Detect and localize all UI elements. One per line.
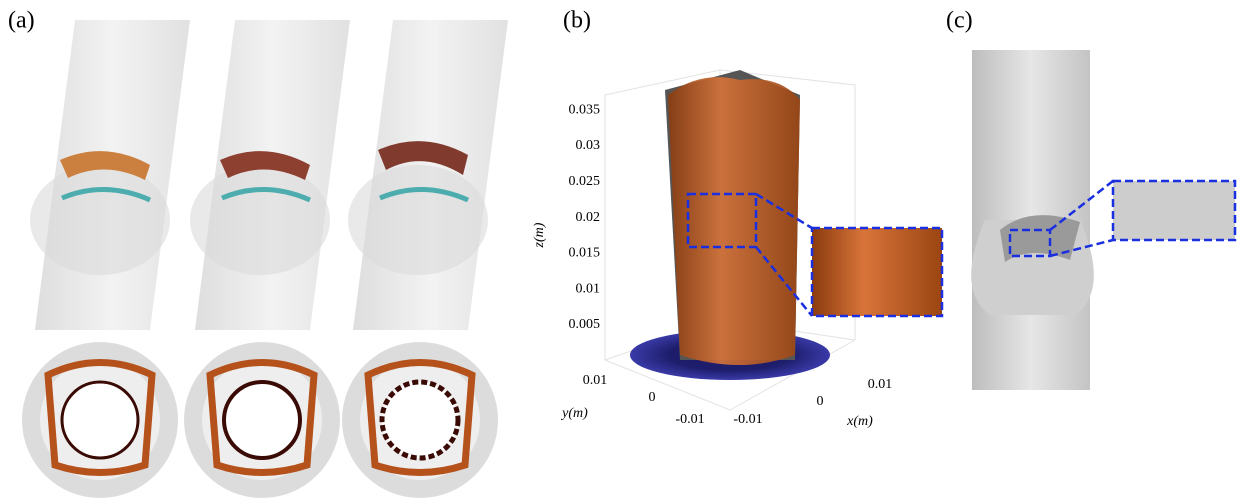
panel-a: (a): [8, 8, 508, 499]
panel-label: (a): [8, 8, 35, 34]
z-tick-label: 0.015: [569, 246, 601, 261]
tilted-cylinders: [30, 20, 508, 330]
vortex-structures: [668, 77, 800, 365]
panel-label: (c): [946, 8, 973, 34]
y-tick-label: 0: [649, 390, 656, 405]
cylinder: [348, 20, 508, 330]
x-tick-label: 0: [817, 394, 824, 409]
cylinder: [190, 20, 350, 330]
z-tick-label: 0.005: [569, 317, 601, 332]
figure: (a): [0, 0, 1237, 499]
z-tick-label: 0.025: [569, 174, 601, 189]
x-tick-label: 0.01: [868, 377, 893, 392]
x-tick-label: -0.01: [733, 412, 762, 427]
y-axis-label: y(m): [560, 406, 588, 421]
valve-top-views: [22, 342, 498, 498]
z-tick-label: 0.035: [569, 102, 601, 117]
z-tick-label: 0.01: [576, 281, 601, 296]
zoom-inset: [812, 228, 942, 316]
page: (a): [0, 0, 1237, 499]
zoom-inset: [1113, 181, 1235, 240]
z-tick-label: 0.03: [576, 138, 601, 153]
z-tick-label: 0.02: [576, 210, 601, 225]
top-view: [184, 342, 340, 498]
panel-c: (c): [946, 8, 1235, 391]
y-tick-label: -0.01: [675, 412, 704, 427]
x-axis-label: x(m): [846, 414, 873, 429]
panel-b: (b) 0.005 0.01 0.015 0.02 0.025 0.03 0.035 0.01…: [532, 8, 942, 430]
cylinder: [30, 20, 190, 330]
top-view: [342, 342, 498, 498]
y-tick-label: 0.01: [583, 373, 608, 388]
z-axis-label: z(m): [532, 222, 547, 248]
panel-label: (b): [563, 8, 591, 34]
top-view: [22, 342, 178, 498]
